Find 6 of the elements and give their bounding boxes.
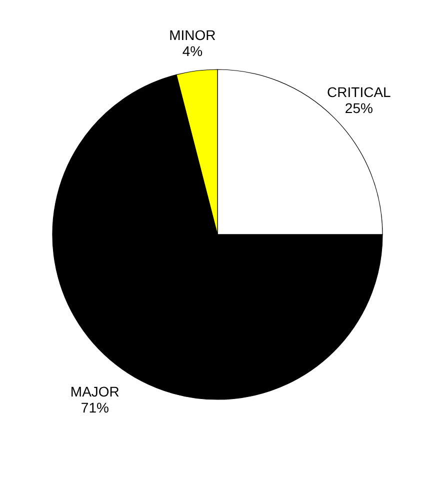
slice-label: CRITICAL (327, 84, 392, 100)
data-label: 71% (80, 400, 109, 416)
slice-label: MAJOR (70, 384, 120, 400)
data-label: 25% (344, 100, 373, 116)
data-label: 4% (182, 43, 203, 60)
slice-label: MINOR (169, 27, 216, 44)
